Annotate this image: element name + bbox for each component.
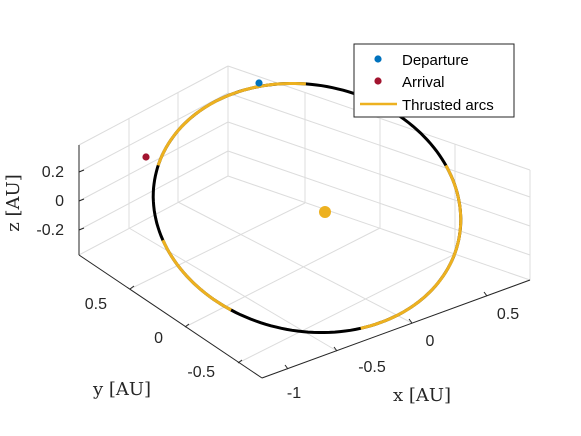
departure-marker (255, 79, 263, 87)
y-tick-label: 0 (154, 330, 163, 347)
y-tick-labels: 0.5 0 -0.5 (85, 296, 215, 381)
legend-arrival-marker (374, 77, 382, 85)
x-tick-label: 0.5 (497, 306, 519, 323)
legend-departure-marker (374, 55, 382, 63)
axes-box (78, 145, 531, 379)
thrusted-arc (161, 239, 232, 312)
legend-arrival-label: Arrival (402, 74, 445, 91)
z-tick-label: 0 (55, 193, 64, 210)
orbit-trajectory (151, 82, 463, 334)
z-tick-label: 0.2 (42, 164, 64, 181)
y-tick-label: 0.5 (85, 296, 107, 313)
legend-departure-label: Departure (402, 52, 469, 69)
x-tick-label: 0 (426, 333, 435, 350)
z-tick-labels: 0.2 0 -0.2 (36, 164, 64, 239)
x-tick-label: -1 (287, 385, 301, 402)
z-tick-label: -0.2 (36, 222, 64, 239)
tick-marks (78, 169, 488, 370)
legend-thrusted-arcs-label: Thrusted arcs (402, 97, 494, 114)
y-tick-label: -0.5 (187, 364, 215, 381)
grid-lines (78, 65, 531, 379)
y-axis-label: y [AU] (92, 379, 151, 400)
thrusted-arc (360, 164, 463, 330)
x-axis-label: x [AU] (393, 385, 451, 406)
z-axis-label: z [AU] (3, 174, 24, 231)
x-tick-labels: -1 -0.5 0 0.5 (287, 306, 519, 402)
arrival-marker (142, 153, 150, 161)
x-tick-label: -0.5 (358, 359, 386, 376)
legend: Departure Arrival Thrusted arcs (353, 43, 515, 118)
orbit-coast-arc (151, 82, 463, 334)
sun-marker (319, 206, 331, 218)
thrusted-arc (156, 82, 306, 166)
